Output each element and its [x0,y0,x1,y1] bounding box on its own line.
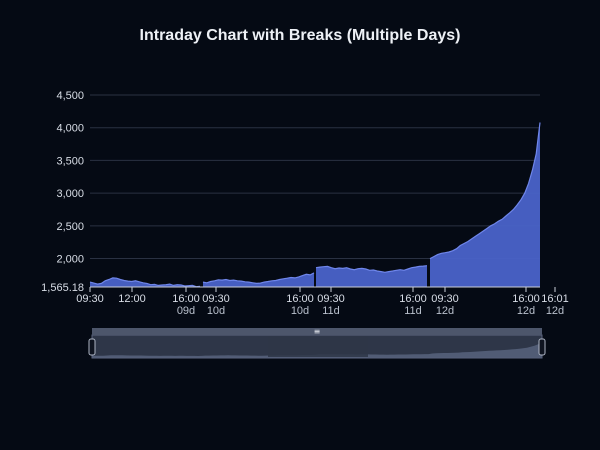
x-tick-label: 16:01 [541,293,569,305]
navigator-mask [268,336,368,357]
area-segment-12d [430,122,540,287]
x-tick-label: 16:00 [286,293,314,305]
area-line-09d [89,277,201,288]
x-tick-label: 09:30 [76,293,104,305]
navigator-scrollbar[interactable] [92,328,542,335]
y-tick-label: 4,500 [56,90,84,102]
y-tick-label: 2,000 [56,254,84,266]
x-tick-sublabel: 12d [436,305,454,317]
area-segment-09d [90,277,200,287]
x-tick-label: 16:00 [512,293,540,305]
y-tick-label: 3,000 [56,188,84,200]
y-tick-label: 2,500 [56,221,84,233]
y-tick-label: 4,000 [56,123,84,135]
y-tick-label-min: 1,565.18 [41,282,84,294]
x-tick-sublabel: 10d [207,305,225,317]
x-tick-sublabel: 10d [291,305,309,317]
x-tick-sublabel: 12d [546,305,564,317]
area-line-12d [429,122,541,260]
x-tick-sublabel: 11d [322,305,340,317]
area-layer [89,122,541,288]
x-tick-sublabel: 11d [404,305,422,317]
area-line-10d [202,272,315,285]
x-tick-label: 16:00 [399,293,427,305]
x-tick-label: 16:00 [172,293,200,305]
navigator[interactable]: ≡ [88,327,546,359]
chart-title: Intraday Chart with Breaks (Multiple Day… [140,27,461,44]
x-tick-sublabel: 09d [177,305,195,317]
x-axis: 09:30 12:00 16:0009d09:3010d16:0010d09:301… [76,286,569,317]
y-axis: 4,500 4,000 3,500 3,000 2,500 2,000 1,565.18 [41,90,84,294]
area-segment-10d [203,272,314,287]
x-tick-sublabel: 12d [517,305,535,317]
area-line-11d [315,265,428,273]
grid-layer [90,94,540,260]
area-segment-11d [316,265,427,287]
x-tick-label: 09:30 [431,293,459,305]
navigator-grip-icon[interactable]: ≡ [314,327,321,336]
navigator-left-handle[interactable] [88,338,96,356]
navigator-right-handle[interactable] [538,338,546,356]
x-tick-label: 12:00 [118,293,146,305]
x-tick-label: 09:30 [317,293,345,305]
x-tick-label: 09:30 [202,293,230,305]
y-tick-label: 3,500 [56,155,84,167]
